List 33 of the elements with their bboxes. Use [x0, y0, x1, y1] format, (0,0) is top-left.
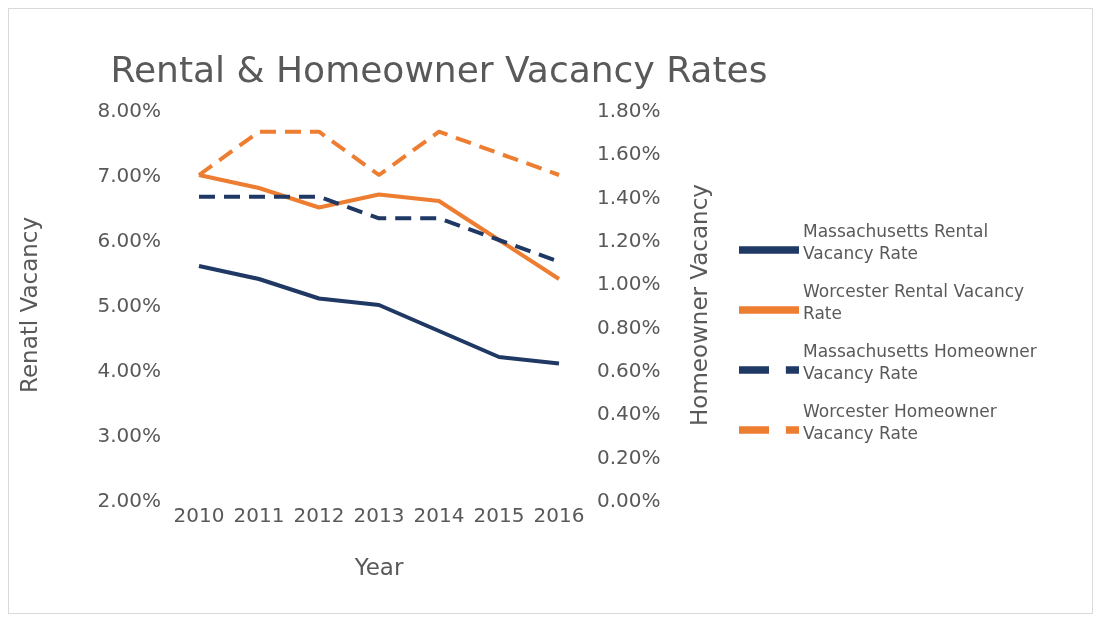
x-tick-label: 2016: [533, 503, 585, 528]
y2-tick-label: 0.20%: [597, 444, 661, 469]
legend-label: Massachusetts Homeowner Vacancy Rate: [803, 340, 1038, 384]
x-tick-label: 2013: [353, 503, 405, 528]
y-tick-label: 4.00%: [97, 358, 161, 383]
y-tick-label: 7.00%: [97, 163, 161, 188]
y2-tick-label: 0.00%: [597, 488, 661, 513]
x-tick-label: 2010: [173, 503, 225, 528]
x-tick-label: 2014: [413, 503, 465, 528]
y2-axis-title: Homeowner Vacancy: [686, 184, 713, 426]
y2-tick-label: 1.40%: [597, 184, 661, 209]
legend-label: Worcester Rental Vacancy Rate: [803, 280, 1026, 324]
y2-tick-label: 0.60%: [597, 358, 661, 383]
legend-label: Worcester Homeowner Vacancy Rate: [803, 400, 998, 444]
x-tick-label: 2011: [233, 503, 285, 528]
x-tick-label: 2012: [293, 503, 345, 528]
y2-tick-label: 1.20%: [597, 228, 661, 253]
line-series: [197, 264, 561, 366]
y2-tick-label: 1.60%: [597, 141, 661, 166]
y-tick-label: 2.00%: [97, 488, 161, 513]
x-axis-title: Year: [353, 554, 404, 580]
y-axis-title: Renatl Vacancy: [16, 216, 43, 394]
y2-tick-label: 1.00%: [597, 271, 661, 296]
x-tick-label: 2015: [473, 503, 525, 528]
y2-tick-label: 0.40%: [597, 401, 661, 426]
chart-title: Rental & Homeowner Vacancy Rates: [109, 49, 769, 90]
y-tick-label: 5.00%: [97, 293, 161, 318]
y-tick-label: 6.00%: [97, 228, 161, 253]
y2-tick-label: 0.80%: [597, 314, 661, 339]
y-tick-label: 8.00%: [97, 98, 161, 123]
y-tick-label: 3.00%: [97, 423, 161, 448]
legend-label: Massachusetts Rental Vacancy Rate: [803, 220, 990, 264]
y2-tick-label: 1.80%: [597, 98, 661, 123]
